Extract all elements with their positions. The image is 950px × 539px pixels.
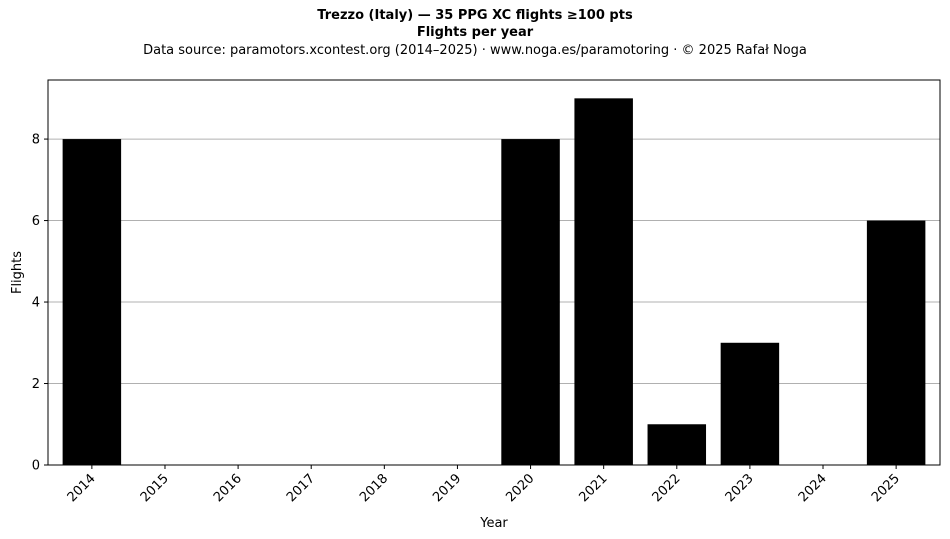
x-tick-label-2016: 2016 bbox=[211, 471, 245, 505]
bar-2022 bbox=[647, 424, 707, 465]
x-axis-label: Year bbox=[479, 516, 508, 531]
y-tick-label-8: 8 bbox=[32, 133, 40, 148]
chart-subtitle: Flights per year bbox=[416, 25, 534, 40]
grid-lines bbox=[48, 138, 940, 385]
chart-title: Trezzo (Italy) — 35 PPG XC flights ≥100 … bbox=[317, 8, 633, 23]
bar-2025 bbox=[866, 220, 926, 465]
y-axis-label: Flights bbox=[10, 251, 25, 294]
chart-source-note: Data source: paramotors.xcontest.org (20… bbox=[143, 43, 807, 58]
x-tick-label-2023: 2023 bbox=[723, 471, 757, 505]
y-tick-label-2: 2 bbox=[32, 377, 40, 392]
y-tick-label-0: 0 bbox=[32, 459, 40, 474]
plot-frame bbox=[47, 79, 941, 466]
x-tick-label-2025: 2025 bbox=[869, 471, 903, 505]
y-tick-label-4: 4 bbox=[32, 296, 40, 311]
bar-2021 bbox=[574, 98, 633, 465]
x-axis: 2014 2015 2016 2017 2018 2019 2020 2021 2022 2023… bbox=[65, 465, 903, 505]
bars bbox=[62, 98, 926, 465]
bar-2020 bbox=[501, 139, 560, 465]
x-tick-label-2021: 2021 bbox=[576, 471, 610, 505]
x-tick-label-2020: 2020 bbox=[503, 471, 537, 505]
x-tick-label-2022: 2022 bbox=[650, 471, 684, 505]
x-tick-label-2014: 2014 bbox=[65, 471, 99, 505]
bar-2023 bbox=[720, 342, 780, 465]
y-axis: 0 2 4 6 8 bbox=[32, 133, 48, 474]
x-tick-label-2019: 2019 bbox=[430, 471, 464, 505]
x-tick-label-2018: 2018 bbox=[357, 471, 391, 505]
x-tick-label-2015: 2015 bbox=[138, 471, 172, 505]
x-tick-label-2017: 2017 bbox=[284, 471, 318, 505]
bar-2014 bbox=[62, 139, 122, 465]
x-tick-label-2024: 2024 bbox=[796, 471, 830, 505]
y-tick-label-6: 6 bbox=[32, 214, 40, 229]
